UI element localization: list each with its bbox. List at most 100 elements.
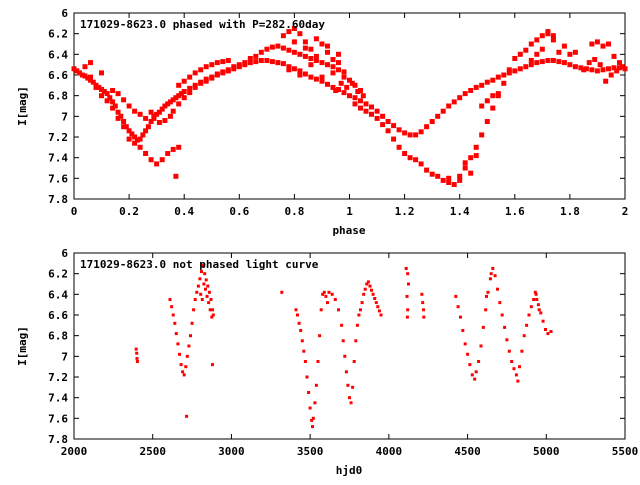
data-point bbox=[374, 115, 380, 121]
data-point bbox=[446, 175, 452, 181]
data-point bbox=[220, 59, 226, 65]
data-point bbox=[319, 41, 325, 47]
data-point bbox=[319, 308, 323, 312]
x-tick-label: 3500 bbox=[297, 445, 324, 458]
data-point bbox=[156, 109, 162, 115]
data-point bbox=[341, 90, 347, 96]
data-point bbox=[377, 309, 381, 313]
data-point bbox=[115, 91, 121, 97]
data-point bbox=[110, 88, 116, 93]
data-point bbox=[592, 57, 598, 62]
data-point bbox=[208, 308, 212, 312]
data-point bbox=[151, 115, 157, 121]
data-point bbox=[313, 401, 317, 405]
data-point bbox=[358, 98, 363, 104]
data-point bbox=[99, 70, 104, 76]
x-tick-label: 2000 bbox=[61, 445, 88, 458]
data-point bbox=[204, 278, 208, 282]
data-point bbox=[362, 292, 366, 296]
data-point bbox=[187, 74, 193, 80]
data-point bbox=[341, 339, 345, 343]
data-point bbox=[159, 157, 165, 163]
data-point bbox=[501, 80, 507, 86]
data-point bbox=[280, 45, 286, 51]
data-point bbox=[418, 129, 424, 135]
data-point bbox=[600, 43, 606, 49]
data-point bbox=[159, 106, 165, 112]
y-tick-label: 6.8 bbox=[48, 330, 68, 343]
y-tick-label: 6 bbox=[61, 7, 68, 20]
data-point bbox=[181, 95, 187, 101]
data-point bbox=[421, 301, 425, 305]
data-point bbox=[534, 37, 540, 43]
data-point bbox=[201, 263, 205, 267]
data-point bbox=[349, 401, 353, 405]
data-point bbox=[318, 334, 322, 338]
x-tick-label: 0.2 bbox=[119, 205, 139, 218]
data-point bbox=[110, 105, 116, 111]
data-point bbox=[512, 68, 518, 74]
data-point bbox=[121, 97, 127, 103]
data-point bbox=[506, 70, 512, 76]
data-point bbox=[340, 323, 344, 327]
data-point bbox=[535, 298, 539, 301]
data-point bbox=[462, 91, 468, 97]
y-tick-label: 7.8 bbox=[48, 193, 68, 206]
x-axis-label: hjd0 bbox=[336, 464, 363, 477]
data-point bbox=[379, 313, 383, 317]
data-point bbox=[77, 70, 82, 76]
data-point bbox=[484, 79, 490, 85]
data-point bbox=[371, 292, 375, 296]
data-point bbox=[550, 37, 556, 43]
data-point bbox=[286, 67, 292, 73]
y-tick-label: 6.6 bbox=[48, 309, 68, 322]
data-point bbox=[534, 60, 540, 66]
data-point bbox=[297, 68, 303, 74]
data-point bbox=[101, 89, 107, 94]
data-point bbox=[310, 418, 314, 422]
data-point bbox=[165, 101, 171, 107]
data-point bbox=[341, 69, 347, 75]
y-tick-label: 7.8 bbox=[48, 433, 68, 446]
data-point bbox=[337, 308, 340, 312]
data-point bbox=[567, 62, 573, 68]
data-point bbox=[319, 60, 325, 66]
data-point bbox=[313, 58, 319, 63]
data-point bbox=[299, 329, 303, 332]
data-point bbox=[82, 64, 88, 70]
data-point bbox=[528, 62, 534, 68]
data-point bbox=[549, 330, 553, 333]
data-point bbox=[167, 99, 173, 105]
data-point bbox=[206, 284, 210, 288]
data-point bbox=[211, 363, 214, 367]
data-point bbox=[173, 95, 179, 101]
data-point bbox=[507, 349, 511, 353]
data-point bbox=[305, 375, 309, 379]
chart-title: 171029-8623.0 phased with P=282.60day bbox=[80, 18, 325, 31]
data-point bbox=[606, 66, 611, 72]
data-point bbox=[264, 46, 270, 52]
data-point bbox=[347, 93, 352, 99]
data-point bbox=[291, 26, 297, 31]
data-point bbox=[211, 308, 214, 312]
data-point bbox=[135, 351, 139, 355]
data-point bbox=[611, 53, 617, 59]
chart-title: 171029-8623.0 not phased light curve bbox=[80, 258, 319, 271]
data-point bbox=[462, 165, 468, 171]
data-point bbox=[275, 43, 281, 49]
data-point bbox=[457, 173, 463, 179]
data-point bbox=[369, 104, 374, 110]
data-point bbox=[406, 308, 410, 312]
data-point bbox=[336, 51, 341, 57]
y-tick-label: 6 bbox=[61, 247, 68, 260]
data-point bbox=[561, 43, 567, 49]
data-point bbox=[539, 59, 545, 65]
data-point bbox=[369, 111, 374, 117]
data-point bbox=[489, 272, 493, 276]
data-point bbox=[402, 151, 408, 156]
data-point bbox=[209, 74, 215, 80]
data-point bbox=[355, 89, 361, 94]
data-point bbox=[619, 64, 625, 70]
data-point bbox=[488, 277, 492, 281]
data-point bbox=[325, 62, 330, 68]
